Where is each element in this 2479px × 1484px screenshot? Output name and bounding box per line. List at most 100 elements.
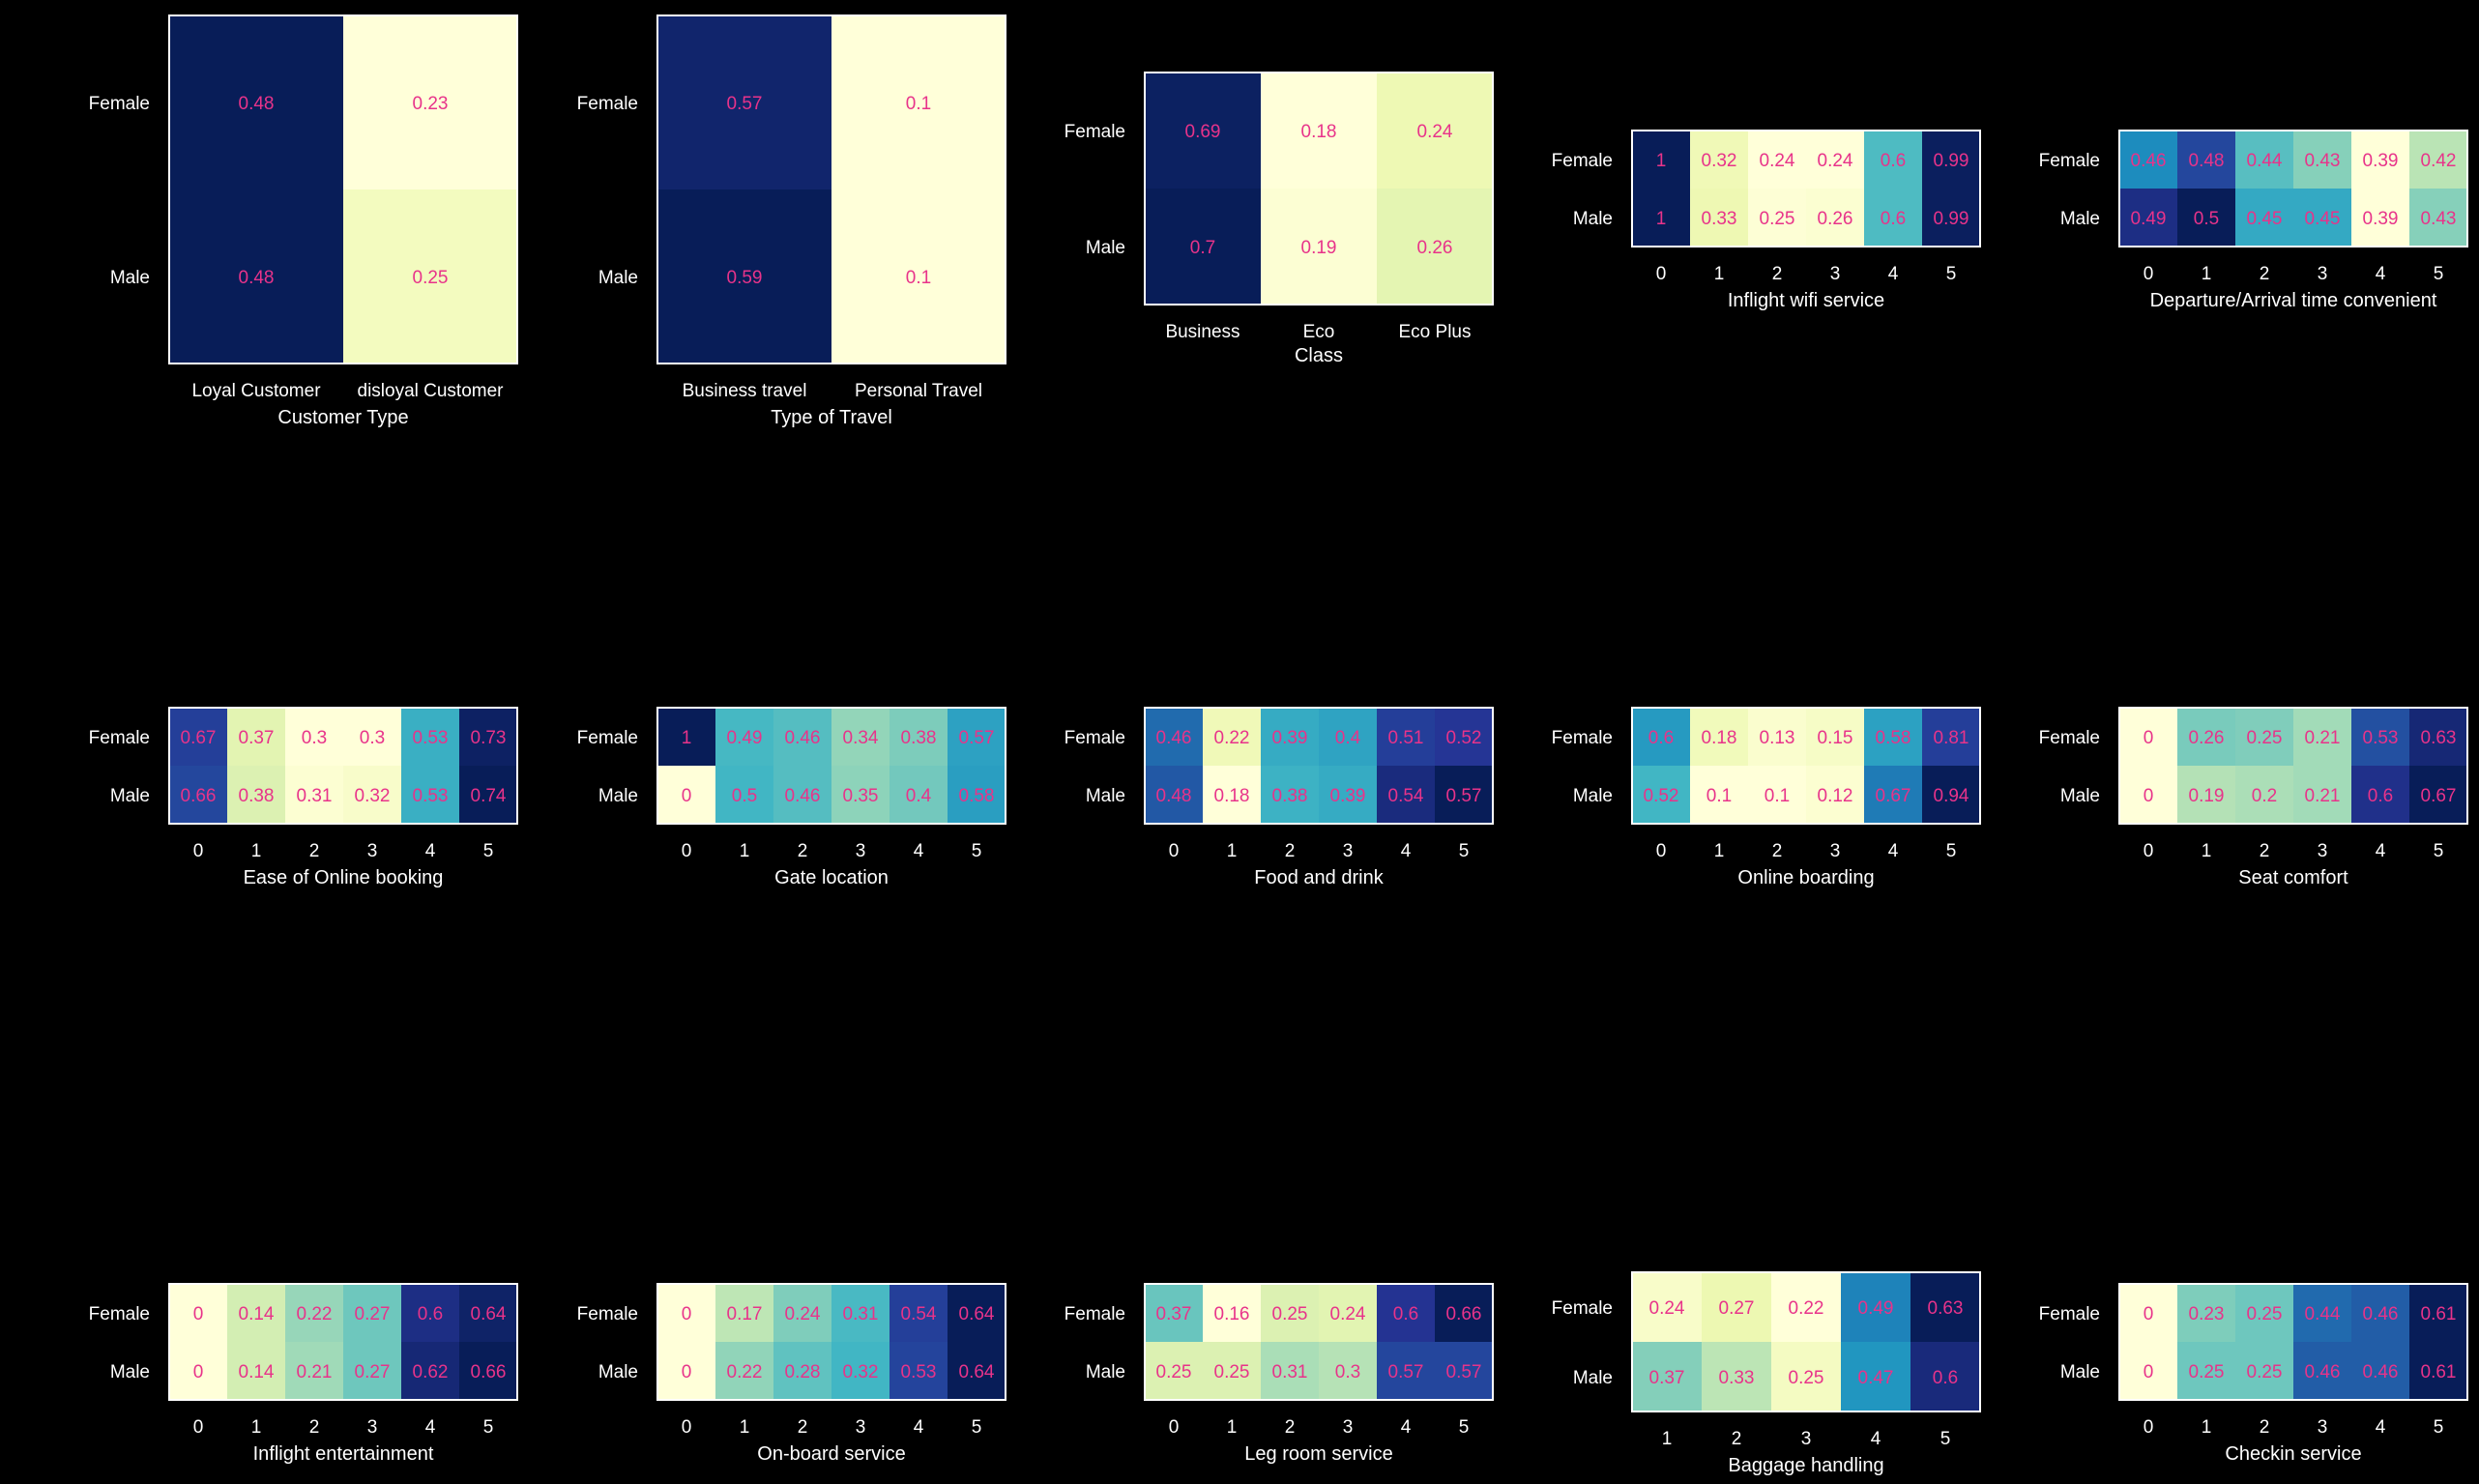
heatmap-cell: [1690, 189, 1749, 247]
cell-value-label: 0.6: [418, 1304, 443, 1324]
heatmap-cell: [715, 708, 774, 767]
cell-value-label: 0.35: [843, 786, 879, 806]
heatmap-cell: [343, 15, 518, 190]
heatmap-cell: [1690, 131, 1749, 189]
column-tick-label: 4: [1888, 841, 1899, 861]
heatmap-frame: [1144, 72, 1494, 306]
heatmap-cell: [1261, 1342, 1320, 1401]
heatmap-cell: [890, 1284, 948, 1343]
cell-value-label: 0.34: [843, 728, 879, 748]
heatmap-cell: [890, 1342, 948, 1401]
column-tick-label: 2: [309, 1417, 320, 1438]
heatmap-cell: [1261, 1284, 1320, 1343]
heatmap-frame: [2118, 1283, 2468, 1401]
cell-value-label: 0.38: [901, 728, 937, 748]
x-axis-label: Customer Type: [277, 407, 408, 428]
heatmap-cell: [773, 1284, 832, 1343]
cell-value-label: 0.14: [239, 1304, 275, 1324]
cell-value-label: 0.13: [1760, 728, 1795, 748]
heatmap-frame: [656, 15, 1006, 364]
cell-value-label: 0.37: [1649, 1368, 1685, 1388]
heatmap-cell: [1922, 708, 1981, 767]
heatmap-cell: [1377, 766, 1436, 825]
column-tick-label: 5: [1940, 1429, 1951, 1449]
cell-value-label: 0.64: [471, 1304, 507, 1324]
column-tick-label: 1: [1227, 1417, 1238, 1438]
cell-value-label: 0.53: [413, 728, 449, 748]
cell-value-label: 0.21: [2305, 786, 2341, 806]
column-tick-label: 4: [2376, 1417, 2386, 1438]
heatmap-cell: [1632, 1272, 1703, 1343]
heatmap-cell: [1748, 131, 1807, 189]
heatmap-cell: [657, 766, 716, 825]
heatmap-cell: [1702, 1272, 1772, 1343]
heatmap-frame: [656, 707, 1006, 825]
column-tick-label: 0: [193, 841, 204, 861]
cell-value-label: 0.27: [355, 1304, 391, 1324]
cell-value-label: 0.31: [1272, 1362, 1308, 1382]
x-axis-label: Food and drink: [1254, 867, 1384, 888]
column-tick-label: 4: [2376, 841, 2386, 861]
heatmap-cell: [401, 1284, 460, 1343]
heatmap-cell: [1203, 766, 1262, 825]
cell-value-label: 0.31: [297, 786, 333, 806]
column-tick-label: Personal Travel: [855, 381, 982, 401]
row-tick-label: Male: [1573, 209, 1613, 229]
column-tick-label: 1: [251, 841, 262, 861]
heatmap-cell: [169, 1342, 228, 1401]
cell-value-label: 0.21: [297, 1362, 333, 1382]
row-tick-label: Male: [1086, 786, 1125, 806]
row-tick-label: Female: [89, 94, 150, 114]
cell-value-label: 0: [682, 1304, 692, 1324]
cell-value-label: 0.17: [727, 1304, 763, 1324]
column-tick-label: 2: [309, 841, 320, 861]
cell-value-label: 0.57: [727, 94, 763, 114]
cell-value-label: 0: [2144, 728, 2154, 748]
heatmap-cell: [773, 766, 832, 825]
cell-value-label: 0.12: [1818, 786, 1853, 806]
cell-value-label: 0.73: [471, 728, 507, 748]
column-tick-label: 2: [1772, 264, 1783, 284]
heatmap-cell: [2119, 189, 2178, 247]
heatmap-cell: [715, 1284, 774, 1343]
cell-value-label: 0.57: [1446, 1362, 1482, 1382]
column-tick-label: 5: [2434, 1417, 2444, 1438]
heatmap-frame: [656, 1283, 1006, 1401]
heatmap-cell: [1922, 189, 1981, 247]
heatmap-cell: [2119, 766, 2178, 825]
cell-value-label: 0: [193, 1362, 204, 1382]
heatmap-cell: [1203, 708, 1262, 767]
cell-value-label: 0.19: [2189, 786, 2225, 806]
cell-value-label: 0.19: [1301, 238, 1337, 258]
heatmap-cell: [2409, 1284, 2468, 1343]
cell-value-label: 0.22: [297, 1304, 333, 1324]
cell-value-label: 0.57: [1446, 786, 1482, 806]
cell-value-label: 0.54: [1388, 786, 1424, 806]
cell-value-label: 0.26: [2189, 728, 2225, 748]
heatmap-cell: [1632, 131, 1691, 189]
column-tick-label: 1: [251, 1417, 262, 1438]
heatmap-cell: [2409, 766, 2468, 825]
row-tick-label: Female: [1552, 1298, 1613, 1319]
column-tick-label: 1: [2202, 841, 2212, 861]
x-axis-label: Inflight entertainment: [253, 1443, 434, 1465]
heatmap-cell: [1806, 708, 1865, 767]
heatmap-cell: [343, 1284, 402, 1343]
column-tick-label: 4: [2376, 264, 2386, 284]
heatmap-cell: [169, 708, 228, 767]
heatmap-cell: [1261, 708, 1320, 767]
heatmap-cell: [2293, 189, 2352, 247]
cell-value-label: 0.49: [2131, 209, 2167, 229]
cell-value-label: 0.39: [2363, 209, 2399, 229]
cell-value-label: 0: [2144, 1304, 2154, 1324]
heatmap-cell: [1864, 131, 1923, 189]
row-tick-label: Male: [1573, 1368, 1613, 1388]
column-tick-label: 3: [856, 841, 866, 861]
cell-value-label: 0.4: [1335, 728, 1361, 748]
cell-value-label: 0.22: [1789, 1298, 1824, 1319]
heatmap-cell: [1702, 1342, 1772, 1412]
heatmap-cell: [1435, 708, 1494, 767]
column-tick-label: 0: [2144, 1417, 2154, 1438]
heatmap-cell: [715, 1342, 774, 1401]
heatmap-cell: [459, 708, 518, 767]
